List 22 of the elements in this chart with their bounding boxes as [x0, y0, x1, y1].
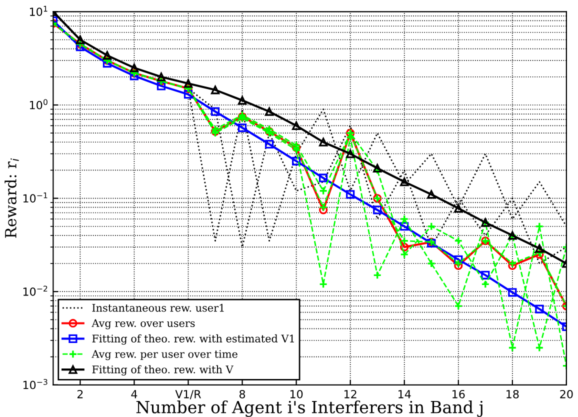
- y-tick-label: 10$^{0}$: [30, 99, 48, 110]
- x-tick-label: 10: [290, 390, 303, 398]
- legend-label: Fitting of theo. rew. with estimated V1: [92, 334, 294, 345]
- x-axis-title: Number of Agent i's Interferers in Band j: [136, 400, 482, 417]
- x-tick-label: V1/R: [175, 390, 201, 400]
- legend-label: Fitting of theo. rew. with V: [92, 365, 234, 376]
- y-tick-label: 10$^{−3}$: [23, 379, 48, 390]
- y-tick-label: 10$^{−1}$: [23, 192, 48, 203]
- x-tick-label: 18: [506, 390, 519, 398]
- x-tick-label: 8: [239, 390, 246, 398]
- y-tick-label: 10$^{−2}$: [23, 286, 48, 296]
- y-axis-title: Reward: r$_{i}$: [4, 158, 19, 238]
- x-tick-label: 2: [77, 390, 83, 398]
- x-tick-label: 14: [398, 390, 411, 398]
- legend-label: Avg rew. per user over time: [92, 350, 238, 360]
- x-tick-label: 20: [560, 390, 573, 398]
- x-tick-label: 12: [344, 390, 356, 398]
- legend-label: Instantaneous rew. user1: [92, 304, 224, 312]
- x-tick-label: 4: [131, 390, 138, 398]
- y-tick-label: 10$^{1}$: [30, 6, 48, 16]
- x-tick-label: 16: [452, 390, 465, 398]
- legend-label: Avg rew. over users: [92, 319, 195, 330]
